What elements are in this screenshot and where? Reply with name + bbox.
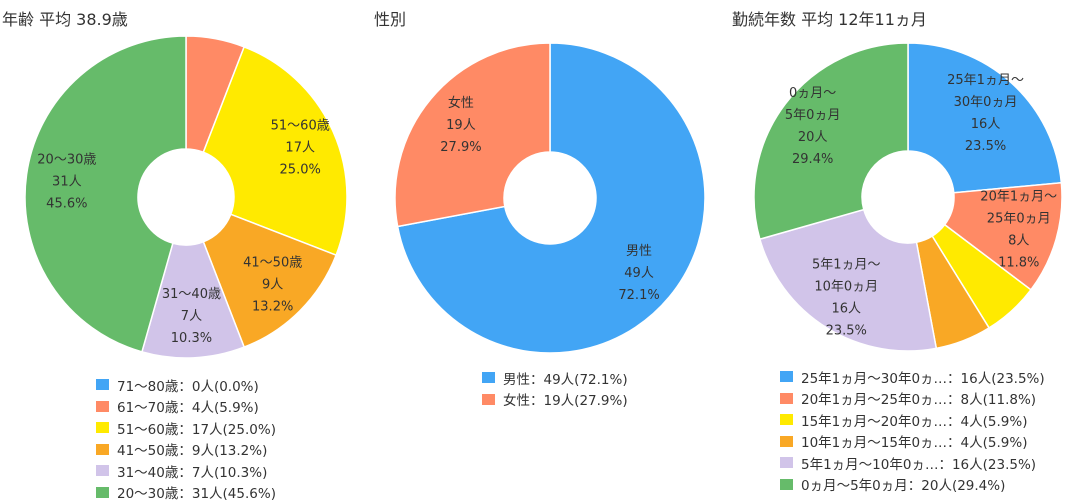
tenure-slice-5-label: 0ヵ月～ <box>789 86 836 101</box>
tenure-legend-item[interactable]: 15年1ヵ月～20年0ヵ…：4人(5.9%) <box>780 409 1045 431</box>
legend-label: 41～50歳：9人(13.2%) <box>117 443 268 460</box>
tenure-donut-chart: 25年1ヵ月～ 30年0ヵ月 16人 23.5% 20年1ヵ月～ 25年0ヵ月 8人 11.8… <box>753 42 1063 352</box>
legend-label: 女性：19人(27.9%) <box>503 393 628 410</box>
tenure-legend-item[interactable]: 10年1ヵ月～15年0ヵ…：4人(5.9%) <box>780 431 1045 453</box>
legend-label: 男性：49人(72.1%) <box>503 371 628 388</box>
gender-slice-1-label: 27.9% <box>440 140 481 155</box>
legend-swatch <box>96 486 109 498</box>
tenure-slice-0-label: 23.5% <box>965 139 1006 154</box>
age-legend-item[interactable]: 71～80歳：0人(0.0%) <box>96 374 276 396</box>
age-slice-2 <box>202 45 348 257</box>
gender-slice-0-label: 男性 <box>626 244 652 259</box>
age-legend-item[interactable]: 41～50歳：9人(13.2%) <box>96 439 276 461</box>
legend-swatch <box>780 414 793 426</box>
tenure-slice-4-label: 10年0ヵ月 <box>814 280 878 295</box>
gender-slice-0-label: 49人 <box>624 266 654 281</box>
legend-swatch <box>96 379 109 391</box>
age-donut-chart: 51～60歳 17人 25.0% 41～50歳 9人 13.2% 31～40歳 7人 10.3%… <box>24 35 348 359</box>
legend-label: 5年1ヵ月～10年0ヵ…：16人(23.5%) <box>801 456 1037 473</box>
age-slice-5-label: 31人 <box>52 174 82 189</box>
legend-label: 10年1ヵ月～15年0ヵ…：4人(5.9%) <box>801 435 1028 452</box>
tenure-slice-1-label: 8人 <box>1008 234 1029 249</box>
age-slice-4-label: 10.3% <box>171 331 212 346</box>
tenure-legend-item[interactable]: 20年1ヵ月～25年0ヵ…：8人(11.8%) <box>780 388 1045 410</box>
gender-slice-1-label: 女性 <box>448 95 474 111</box>
gender-chart-title: 性別 <box>374 10 407 29</box>
legend-label: 31～40歳：7人(10.3%) <box>117 464 268 481</box>
legend-swatch <box>482 372 495 384</box>
tenure-legend: 25年1ヵ月～30年0ヵ…：16人(23.5%) 20年1ヵ月～25年0ヵ…：8人… <box>780 366 1045 495</box>
age-slice-4-label: 7人 <box>181 309 202 324</box>
age-slice-2-label: 51～60歳 <box>271 119 330 134</box>
legend-swatch <box>96 465 109 477</box>
tenure-slice-1-label: 20年1ヵ月～ <box>980 190 1057 205</box>
tenure-slice-1 <box>943 181 1063 291</box>
tenure-slice-5-label: 29.4% <box>792 152 833 167</box>
legend-swatch <box>780 392 793 404</box>
legend-label: 71～80歳：0人(0.0%) <box>117 378 259 395</box>
age-slice-2-label: 17人 <box>285 141 315 156</box>
tenure-slice-0-label: 30年0ヵ月 <box>954 95 1018 110</box>
tenure-legend-item[interactable]: 25年1ヵ月～30年0ヵ…：16人(23.5%) <box>780 366 1045 388</box>
tenure-legend-item[interactable]: 5年1ヵ月～10年0ヵ…：16人(23.5%) <box>780 452 1045 474</box>
gender-slice-0-label: 72.1% <box>618 288 659 303</box>
tenure-slice-0-label: 16人 <box>971 117 1001 132</box>
tenure-slice-5-label: 20人 <box>798 130 828 145</box>
age-slice-3 <box>202 213 338 349</box>
legend-label: 15年1ヵ月～20年0ヵ…：4人(5.9%) <box>801 413 1028 430</box>
gender-legend-item[interactable]: 女性：19人(27.9%) <box>482 389 628 411</box>
legend-label: 20年1ヵ月～25年0ヵ…：8人(11.8%) <box>801 392 1037 409</box>
age-legend-item[interactable]: 61～70歳：4人(5.9%) <box>96 396 276 418</box>
age-slice-5 <box>24 35 187 353</box>
tenure-slice-1-label: 11.8% <box>998 256 1039 271</box>
legend-label: 0ヵ月～5年0ヵ月：20人(29.4%) <box>801 478 1006 495</box>
gender-legend: 男性：49人(72.1%) 女性：19人(27.9%) <box>482 367 628 410</box>
legend-label: 25年1ヵ月～30年0ヵ…：16人(23.5%) <box>801 370 1045 387</box>
tenure-slice-4-label: 23.5% <box>826 324 867 339</box>
legend-swatch <box>780 478 793 490</box>
age-chart-panel: 年齢 平均 38.9歳 51～60歳 17人 25.0% 41～50歳 9人 13.2% 3… <box>0 0 360 504</box>
legend-label: 61～70歳：4人(5.9%) <box>117 400 259 417</box>
tenure-slice-0-label: 25年1ヵ月～ <box>947 73 1024 88</box>
age-legend: 71～80歳：0人(0.0%) 61～70歳：4人(5.9%) 51～60歳：17人… <box>96 374 276 503</box>
age-legend-item[interactable]: 31～40歳：7人(10.3%) <box>96 460 276 482</box>
tenure-slice-4-label: 16人 <box>831 302 861 317</box>
tenure-slice-5 <box>753 42 909 241</box>
tenure-slice-0 <box>907 42 1063 194</box>
gender-slice-0 <box>396 42 706 354</box>
age-slice-2-label: 25.0% <box>280 163 321 178</box>
age-slice-3-label: 13.2% <box>252 300 293 315</box>
tenure-slice-5-label: 5年0ヵ月 <box>785 108 841 123</box>
legend-swatch <box>780 457 793 469</box>
gender-slice-1-label: 19人 <box>446 118 476 133</box>
age-slice-5-label: 45.6% <box>46 196 87 211</box>
legend-swatch <box>96 422 109 434</box>
legend-swatch <box>96 443 109 455</box>
age-slice-3-label: 9人 <box>262 278 283 293</box>
tenure-legend-item[interactable]: 0ヵ月～5年0ヵ月：20人(29.4%) <box>780 474 1045 496</box>
tenure-chart-title: 勤続年数 平均 12年11ヵ月 <box>732 10 927 29</box>
gender-slice-1 <box>394 42 551 228</box>
age-chart-title: 年齢 平均 38.9歳 <box>2 10 128 29</box>
age-slice-5-label: 20～30歳 <box>37 152 96 167</box>
legend-swatch <box>482 393 495 405</box>
age-slice-4-label: 31～40歳 <box>162 287 221 302</box>
legend-swatch <box>780 371 793 383</box>
legend-label: 51～60歳：17人(25.0%) <box>117 421 276 438</box>
age-slice-3-label: 41～50歳 <box>243 256 302 271</box>
tenure-chart-panel: 勤続年数 平均 12年11ヵ月 25年1ヵ月～ 30年0ヵ月 16人 23.5% 20年… <box>720 0 1070 504</box>
legend-label: 20～30歳：31人(45.6%) <box>117 486 276 503</box>
gender-chart-panel: 性別 男性 49人 72.1% 女性 19人 27.9% 男性：49人(72.1%) 女性：… <box>360 0 720 504</box>
tenure-slice-4-label: 5年1ヵ月～ <box>812 258 881 273</box>
tenure-slice-4 <box>758 208 938 352</box>
age-legend-item[interactable]: 20～30歳：31人(45.6%) <box>96 482 276 504</box>
legend-swatch <box>96 400 109 412</box>
age-legend-item[interactable]: 51～60歳：17人(25.0%) <box>96 417 276 439</box>
legend-swatch <box>780 435 793 447</box>
gender-donut-chart: 男性 49人 72.1% 女性 19人 27.9% <box>394 42 706 354</box>
gender-legend-item[interactable]: 男性：49人(72.1%) <box>482 367 628 389</box>
tenure-slice-1-label: 25年0ヵ月 <box>987 212 1051 227</box>
